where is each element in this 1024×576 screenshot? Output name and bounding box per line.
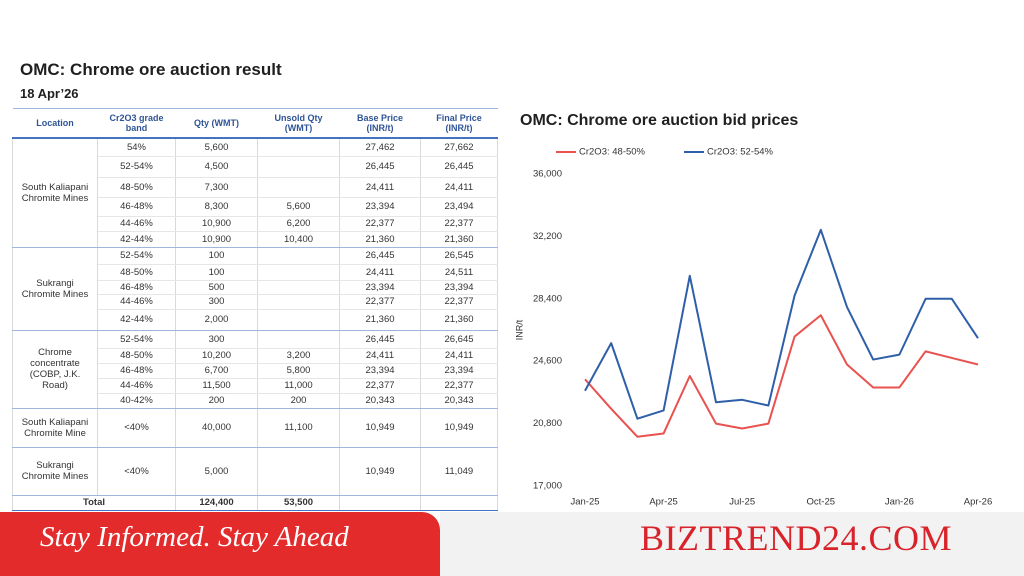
- y-tick-label: 24,600: [533, 356, 562, 367]
- table-row: 42-44% 2,000 21,360 21,360: [13, 309, 498, 331]
- grade-cell: <40%: [97, 408, 176, 448]
- x-tick-label: Jul-25: [729, 497, 755, 508]
- series-line: [584, 314, 979, 438]
- x-tick-label: Jan-25: [570, 497, 599, 508]
- final-cell: 26,445: [420, 156, 498, 178]
- location-cell: Sukrangi Chromite Mines: [12, 447, 98, 496]
- column-header: Unsold Qty (WMT): [257, 108, 340, 139]
- final-cell: 10,949: [420, 408, 498, 448]
- table-row: 44-46% 11,500 11,000 22,377 22,377: [13, 378, 498, 394]
- final-cell: 26,645: [420, 330, 498, 349]
- final-cell: 11,049: [420, 447, 498, 496]
- x-tick-label: Jan-26: [885, 497, 914, 508]
- brand: BIZTREND24.COM: [640, 518, 952, 558]
- qty-cell: 124,400: [175, 494, 258, 511]
- column-header: Base Price (INR/t): [339, 108, 421, 139]
- y-tick-label: 20,800: [533, 418, 562, 429]
- table-row: 48-50% 100 24,411 24,511: [13, 264, 498, 281]
- table-row: 44-46% 300 22,377 22,377: [13, 294, 498, 310]
- final-cell: 23,494: [420, 197, 498, 217]
- table-row: 48-50% 10,200 3,200 24,411 24,411: [13, 348, 498, 364]
- legend-label: Cr2O3: 52-54%: [707, 147, 774, 158]
- base-cell: 10,949: [339, 447, 421, 496]
- unsold-cell: 11,100: [257, 408, 340, 448]
- base-cell: 10,949: [339, 408, 421, 448]
- table-title: OMC: Chrome ore auction result: [20, 60, 282, 79]
- column-header: Final Price (INR/t): [420, 108, 498, 139]
- chart: OMC: Chrome ore auction bid prices INR/t…: [514, 112, 993, 508]
- column-header: Qty (WMT): [175, 108, 258, 139]
- final-cell: 22,377: [420, 294, 498, 310]
- final-cell: 22,377: [420, 378, 498, 394]
- y-tick-label: 32,200: [533, 231, 562, 242]
- location-cell: Chrome concentrate (COBP, J.K. Road): [12, 330, 98, 409]
- table-row: South Kaliapani Chromite Mines 54% 5,600 27…: [12, 138, 498, 248]
- final-cell: 22,377: [420, 216, 498, 232]
- table-row: Sukrangi Chromite Mines 52-54% 100 26,445 26…: [12, 247, 498, 331]
- total-row: Total 124,400 53,500: [12, 494, 498, 511]
- table-row: Chrome concentrate (COBP, J.K. Road) 52-5…: [12, 330, 498, 409]
- qty-cell: 40,000: [175, 408, 258, 448]
- table-row: 46-48% 500 23,394 23,394: [13, 280, 498, 295]
- final-cell: 24,511: [420, 264, 498, 281]
- auction-table: Location Cr2O3 grade band Qty (WMT) Unsold …: [12, 108, 498, 511]
- series-line: [584, 228, 979, 420]
- empty-cell: [420, 494, 498, 511]
- final-cell: 27,662: [420, 138, 498, 157]
- final-cell: 23,394: [420, 280, 498, 295]
- final-cell: 21,360: [420, 231, 498, 248]
- table-row: 48-50% 7,300 24,411 24,411: [13, 177, 498, 198]
- total-label: Total: [12, 494, 176, 511]
- empty-cell: [257, 447, 340, 496]
- y-tick-label: 28,400: [533, 293, 562, 304]
- x-tick-label: Apr-26: [964, 497, 993, 508]
- table-row: South Kaliapani Chromite Mine <40% 40,000 1…: [12, 408, 498, 448]
- table-row: 46-48% 8,300 5,600 23,394 23,494: [13, 197, 498, 217]
- table-row: 46-48% 6,700 5,800 23,394 23,394: [13, 363, 498, 379]
- x-tick-label: Oct-25: [807, 497, 836, 508]
- table-row: Sukrangi Chromite Mines <40% 5,000 10,949 11…: [12, 447, 498, 496]
- tagline-banner: [0, 512, 440, 576]
- legend-label: Cr2O3: 48-50%: [579, 147, 646, 158]
- table-row: 52-54% 4,500 26,445 26,445: [13, 156, 498, 178]
- y-tick-label: 17,000: [533, 481, 562, 492]
- column-header: Cr2O3 grade band: [97, 108, 176, 139]
- final-cell: 24,411: [420, 177, 498, 198]
- final-cell: 21,360: [420, 309, 498, 331]
- final-cell: 26,545: [420, 247, 498, 265]
- table-row: 44-46% 10,900 6,200 22,377 22,377: [13, 216, 498, 232]
- header-row: Location Cr2O3 grade band Qty (WMT) Unsold …: [12, 108, 498, 139]
- table-row: 40-42% 200 200 20,343 20,343: [13, 393, 498, 409]
- location-cell: South Kaliapani Chromite Mine: [12, 408, 98, 448]
- x-tick-label: Apr-25: [649, 497, 678, 508]
- tagline: Stay Informed. Stay Ahead: [40, 521, 349, 553]
- column-header: Location: [12, 108, 98, 139]
- chart-title: OMC: Chrome ore auction bid prices: [520, 112, 798, 129]
- table-row: 42-44% 10,900 10,400 21,360 21,360: [13, 231, 498, 248]
- y-tick-label: 36,000: [533, 169, 562, 180]
- final-cell: 20,343: [420, 393, 498, 409]
- brand-banner: [440, 512, 1024, 576]
- final-cell: 24,411: [420, 348, 498, 364]
- table-date: 18 Apr’26: [20, 86, 79, 101]
- final-cell: 23,394: [420, 363, 498, 379]
- y-axis-label: INR/t: [514, 319, 524, 340]
